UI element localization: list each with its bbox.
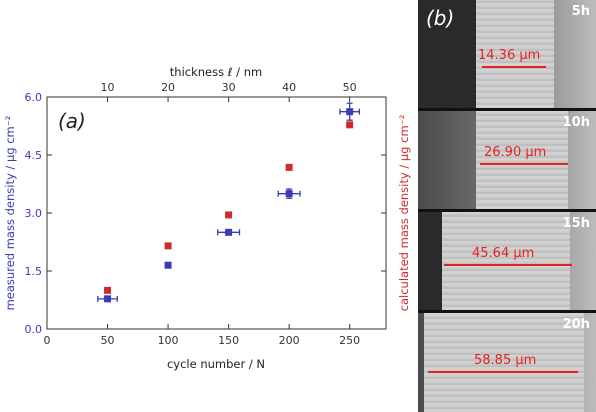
time-label-15h: 15h (562, 216, 590, 231)
measure-line-15h (444, 264, 572, 266)
x-ticks: 0 50 100 150 200 250 (44, 324, 360, 347)
measured-point (346, 108, 354, 116)
x-tick-label: 200 (279, 334, 300, 347)
x2-tick-label: 40 (282, 81, 296, 94)
tube-20h (424, 313, 584, 412)
panel-a-label: (a) (58, 109, 86, 133)
y-tick-label: 3.0 (25, 207, 43, 220)
measured-point (104, 295, 112, 303)
time-label-10h: 10h (562, 115, 590, 130)
micrograph-20h: 58.85 μm 20h (418, 313, 596, 412)
micrograph-panel: 14.36 μm 5h 26.90 μm 10h 45.64 μm 15h 58… (418, 0, 596, 412)
mass-density-chart: 0 50 100 150 200 250 10 20 30 40 50 0.0 1.5 3.0 4.5 6… (3, 65, 411, 371)
measure-line-20h (428, 371, 578, 373)
x2-ticks: 10 20 30 40 50 (101, 81, 357, 102)
x-tick-label: 50 (101, 334, 115, 347)
data-marks (97, 102, 361, 303)
calculated-point (164, 242, 172, 250)
x2-axis-title: thickness ℓ / nm (170, 65, 262, 79)
x-axis-title: cycle number / N (167, 357, 265, 371)
measurement-10h: 26.90 μm (484, 145, 547, 160)
x2-tick-label: 50 (343, 81, 357, 94)
tube-5h (476, 0, 554, 108)
x-tick-label: 150 (218, 334, 239, 347)
calculated-point (225, 211, 233, 219)
x2-tick-label: 20 (161, 81, 175, 94)
y-tick-label: 1.5 (25, 265, 43, 278)
measured-point (285, 190, 293, 198)
measurement-20h: 58.85 μm (474, 353, 537, 368)
x-tick-label: 100 (158, 334, 179, 347)
y-tick-label: 0.0 (25, 323, 43, 336)
calculated-point (104, 286, 112, 294)
calculated-point (285, 163, 293, 171)
panel-b-label: (b) (426, 6, 455, 30)
x2-tick-label: 10 (101, 81, 115, 94)
micrograph-15h: 45.64 μm 15h (418, 212, 596, 310)
measure-line-5h (482, 66, 546, 68)
x-tick-label: 0 (44, 334, 51, 347)
y-ticks: 0.0 1.5 3.0 4.5 6.0 (25, 91, 386, 336)
y-tick-label: 4.5 (25, 149, 43, 162)
measure-line-10h (480, 163, 568, 165)
tube-15h (442, 212, 570, 310)
measured-point (225, 228, 233, 236)
measurement-15h: 45.64 μm (472, 246, 535, 261)
measurement-5h: 14.36 μm (478, 48, 541, 63)
x2-tick-label: 30 (222, 81, 236, 94)
tube-10h (476, 111, 568, 209)
time-label-5h: 5h (571, 4, 590, 19)
measured-point (164, 261, 172, 269)
y-axis-title-right: calculated mass density / μg cm⁻² (397, 115, 411, 312)
y-axis-title-left: measured mass density / μg cm⁻² (3, 116, 17, 311)
micrograph-5h: 14.36 μm 5h (418, 0, 596, 108)
time-label-20h: 20h (562, 317, 590, 332)
micrograph-10h: 26.90 μm 10h (418, 111, 596, 209)
calculated-point (346, 121, 354, 129)
x-tick-label: 250 (339, 334, 360, 347)
plot-frame (46, 96, 387, 330)
y-tick-label: 6.0 (25, 91, 43, 104)
